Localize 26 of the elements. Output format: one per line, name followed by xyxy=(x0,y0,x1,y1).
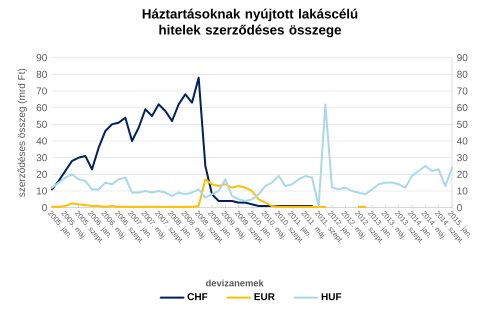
legend-label: HUF xyxy=(322,293,342,300)
y-tick-label: 30 xyxy=(36,154,47,162)
y-tick-label: 80 xyxy=(36,70,47,78)
y-tick-label: 70 xyxy=(36,87,47,95)
legend-label: CHF xyxy=(188,293,208,300)
y-tick-label: 50 xyxy=(36,120,47,128)
y2-tick-label: 20 xyxy=(457,170,468,178)
y2-tick-label: 50 xyxy=(457,120,468,128)
y2-tick-label: 40 xyxy=(456,137,468,145)
y-tick-label: 40 xyxy=(36,137,47,145)
y2-tick-label: 0 xyxy=(457,204,462,212)
legend-label: EUR xyxy=(254,293,275,300)
legend-title: devizanemek xyxy=(206,280,264,286)
y2-tick-label: 30 xyxy=(457,154,468,162)
y2-tick-label: 60 xyxy=(457,104,468,112)
y-axis-title: szerződéses összeg (mrd Ft) xyxy=(18,68,28,197)
y-tick-label: 0 xyxy=(42,204,47,212)
y2-tick-label: 80 xyxy=(457,70,468,78)
y-tick-label: 60 xyxy=(36,104,47,112)
y2-tick-label: 90 xyxy=(457,54,468,62)
chart-title: Háztartásoknak nyújtott lakáscélú hitelek szerződéses összege xyxy=(142,8,358,38)
y-tick-label: 90 xyxy=(36,54,47,62)
y-tick-label: 20 xyxy=(36,170,47,178)
y2-tick-label: 10 xyxy=(457,187,468,195)
y-tick-label: 10 xyxy=(36,187,47,195)
y2-tick-label: 70 xyxy=(457,87,468,95)
